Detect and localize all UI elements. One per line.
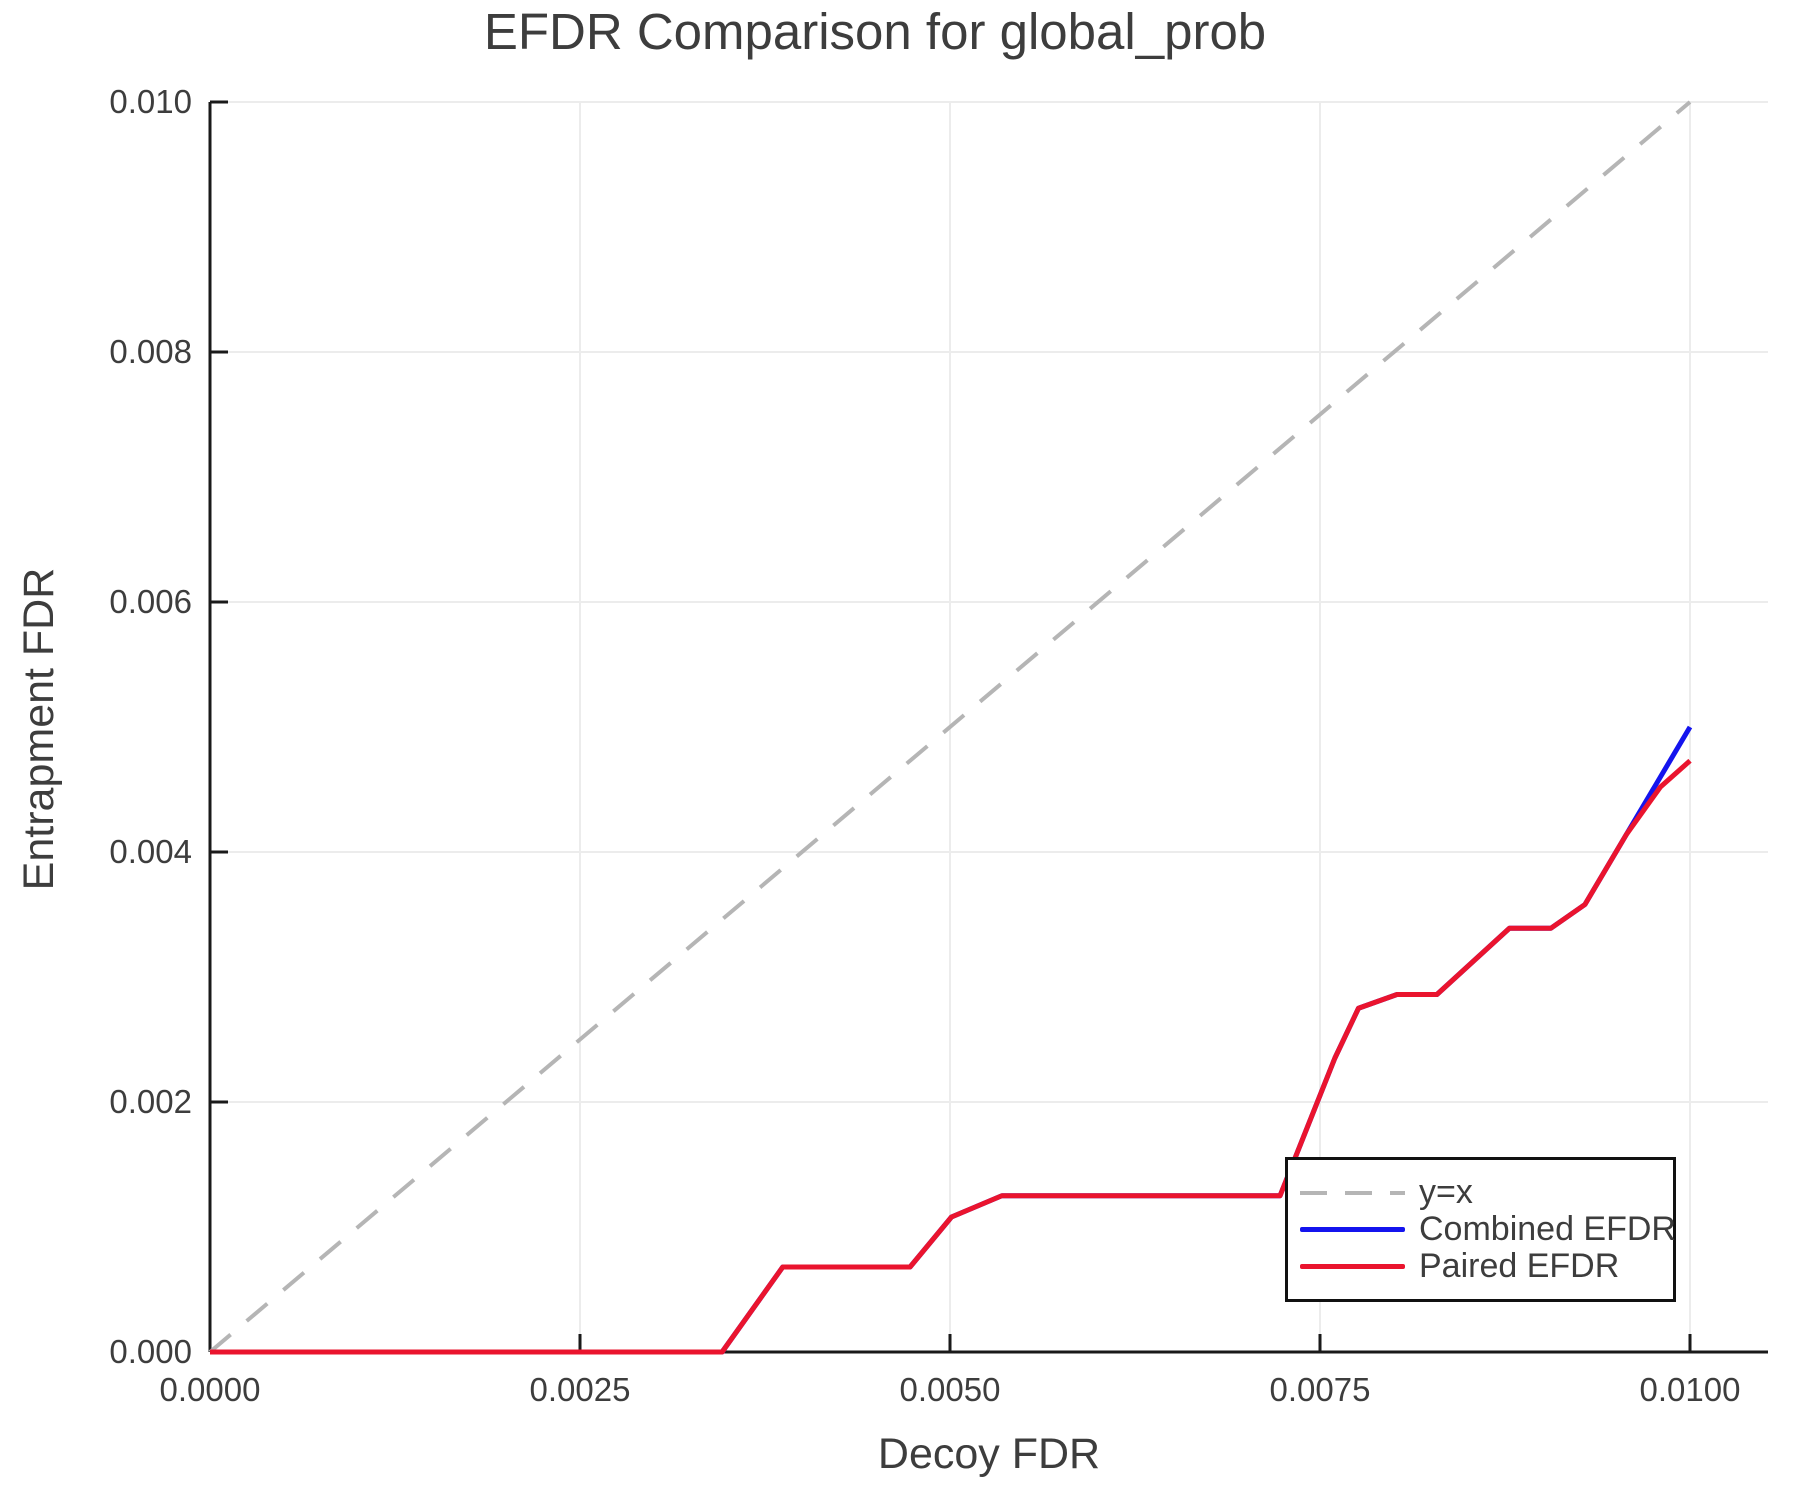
y-tick-label-0.010: 0.010 [109, 83, 192, 120]
legend-entry-combined-efdr: Combined EFDR [1300, 1210, 1676, 1248]
paired-efdr-line-sample-icon [1300, 1264, 1405, 1269]
combined-efdr-line-sample-icon [1300, 1227, 1405, 1232]
y-axis-label: Entrapment FDR [15, 567, 63, 891]
identity-line-sample-icon [1300, 1190, 1405, 1195]
x-tick-label-0.0050: 0.0050 [899, 1371, 1001, 1408]
x-tick-label-0.0100: 0.0100 [1639, 1371, 1741, 1408]
y-tick-label-0.000: 0.000 [109, 1333, 192, 1370]
y-tick-label-0.006: 0.006 [109, 583, 192, 620]
y-tick-label-0.008: 0.008 [109, 333, 192, 370]
x-tick-label-0.0000: 0.0000 [159, 1371, 261, 1408]
legend-label: Combined EFDR [1419, 1210, 1676, 1248]
legend-label: Paired EFDR [1419, 1247, 1620, 1285]
legend-entry-identity: y=x [1300, 1174, 1673, 1211]
chart-title: EFDR Comparison for global_prob [483, 3, 1267, 60]
x-tick-label-0.0075: 0.0075 [1269, 1371, 1371, 1408]
legend: y=x Combined EFDR Paired EFDR [1285, 1157, 1676, 1302]
legend-entry-paired-efdr: Paired EFDR [1300, 1248, 1673, 1285]
y-tick-label-0.004: 0.004 [109, 833, 192, 870]
legend-label: y=x [1419, 1173, 1473, 1211]
x-tick-label-0.0025: 0.0025 [529, 1371, 631, 1408]
y-tick-label-0.002: 0.002 [109, 1083, 192, 1120]
x-axis-label: Decoy FDR [877, 1430, 1101, 1478]
